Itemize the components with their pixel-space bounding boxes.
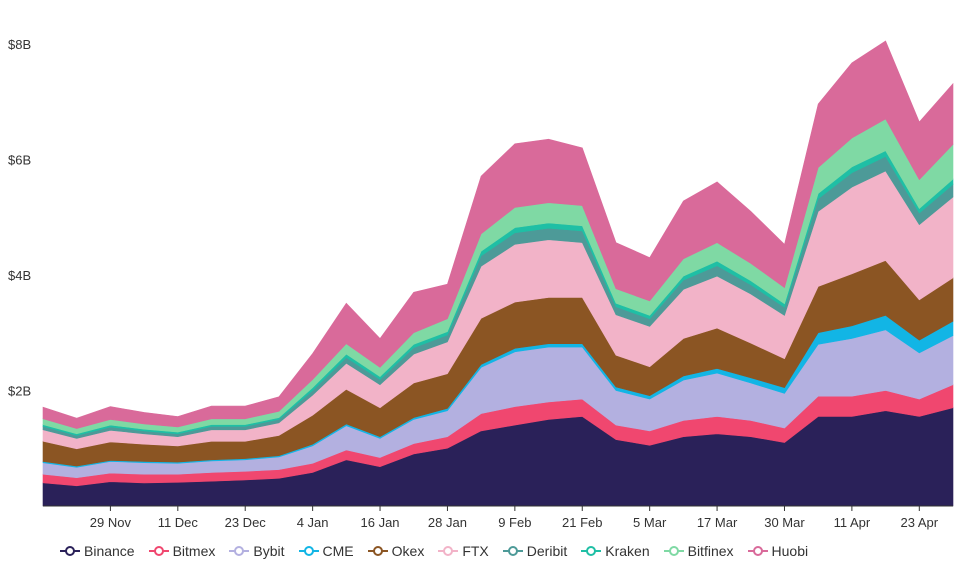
y-tick-label: $8B <box>8 37 31 52</box>
legend-item-kraken[interactable]: Kraken <box>581 543 650 559</box>
x-tick-label: 11 Dec <box>158 515 199 530</box>
legend-marker-icon <box>367 546 388 556</box>
y-tick-label: $6B <box>8 152 31 167</box>
x-tick-label: 30 Mar <box>764 515 805 530</box>
legend-label: Deribit <box>526 543 568 559</box>
legend-label: Bitmex <box>172 543 216 559</box>
legend-marker-icon <box>60 546 80 556</box>
x-tick-label: 11 Apr <box>834 515 871 530</box>
legend-marker-icon <box>581 546 602 556</box>
x-tick-label: 23 Apr <box>900 515 938 530</box>
x-tick-label: 4 Jan <box>297 515 329 530</box>
chart-areas <box>42 40 954 507</box>
legend-label: CME <box>322 543 354 559</box>
legend-item-bitmex[interactable]: Bitmex <box>148 543 216 559</box>
x-tick-label: 17 Mar <box>697 515 738 530</box>
legend-label: Okex <box>391 543 425 559</box>
legend-marker-icon <box>298 546 319 556</box>
area-huobi <box>42 40 954 429</box>
x-tick-label: 29 Nov <box>90 515 132 530</box>
legend-item-binance[interactable]: Binance <box>60 543 135 559</box>
legend-item-ftx[interactable]: FTX <box>438 543 489 559</box>
legend-item-deribit[interactable]: Deribit <box>502 543 568 559</box>
chart-legend: Binance Bitmex Bybit CME Okex FTX Deribit Krake… <box>60 540 822 562</box>
legend-label: Huobi <box>771 543 809 559</box>
x-tick-label: 5 Mar <box>633 515 667 530</box>
legend-item-cme[interactable]: CME <box>298 543 354 559</box>
y-axis-ticks: $2B $4B $6B $8B <box>8 37 31 399</box>
y-tick-label: $4B <box>8 268 31 283</box>
legend-label: Bitfinex <box>687 543 734 559</box>
x-tick-label: 16 Jan <box>361 515 400 530</box>
legend-label: Kraken <box>605 543 650 559</box>
legend-item-bybit[interactable]: Bybit <box>229 543 285 559</box>
x-axis-ticks: 29 Nov 11 Dec 23 Dec 4 Jan 16 Jan 28 Jan 9 Feb… <box>90 506 939 530</box>
x-tick-label: 28 Jan <box>428 515 467 530</box>
y-tick-label: $2B <box>8 383 31 398</box>
x-tick-label: 9 Feb <box>498 515 531 530</box>
legend-label: FTX <box>462 543 489 559</box>
x-tick-label: 21 Feb <box>562 515 602 530</box>
legend-item-huobi[interactable]: Huobi <box>747 543 809 559</box>
x-tick-label: 23 Dec <box>225 515 267 530</box>
legend-marker-icon <box>663 546 684 556</box>
legend-marker-icon <box>148 546 169 556</box>
legend-marker-icon <box>747 546 768 556</box>
legend-marker-icon <box>502 546 523 556</box>
legend-label: Bybit <box>253 543 285 559</box>
legend-marker-icon <box>229 546 250 556</box>
legend-marker-icon <box>438 546 459 556</box>
legend-label: Binance <box>84 543 135 559</box>
legend-item-okex[interactable]: Okex <box>367 543 425 559</box>
legend-item-bitfinex[interactable]: Bitfinex <box>663 543 734 559</box>
